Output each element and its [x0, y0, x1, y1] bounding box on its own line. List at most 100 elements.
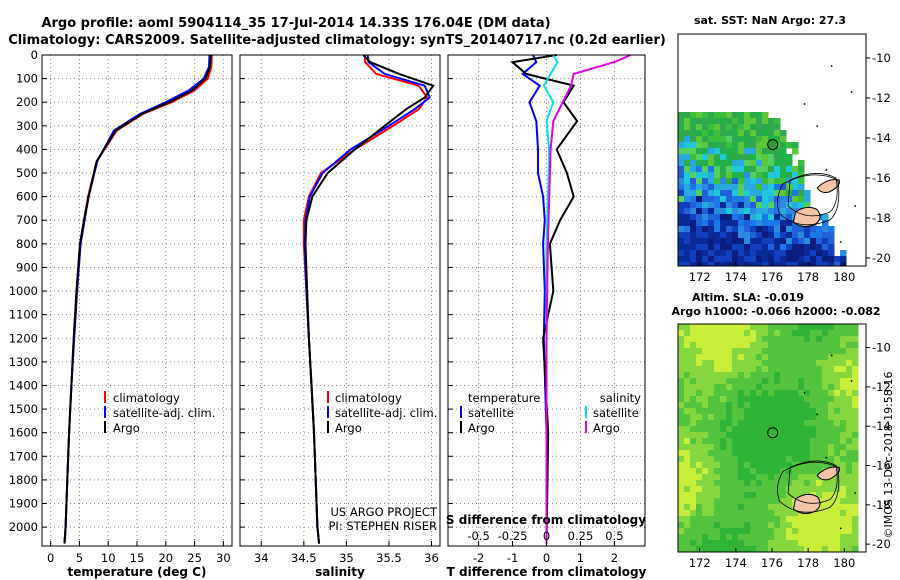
- map-grid-cell: [774, 342, 781, 349]
- map-grid-cell: [792, 166, 799, 173]
- map-grid-cell: [696, 486, 703, 493]
- map-grid-cell: [822, 354, 829, 361]
- title-line-2: Climatology: CARS2009. Satellite-adjuste…: [8, 33, 666, 48]
- map-grid-cell: [774, 462, 781, 469]
- map-grid-cell: [816, 330, 823, 337]
- map-grid-cell: [732, 238, 739, 245]
- map-grid-cell: [684, 330, 691, 337]
- map-grid-cell: [702, 462, 709, 469]
- map-grid-cell: [786, 142, 793, 149]
- map-grid-cell: [798, 384, 805, 391]
- map-grid-cell: [720, 154, 727, 161]
- map-grid-cell: [750, 456, 757, 463]
- map-grid-cell: [768, 498, 775, 505]
- map-grid-cell: [708, 342, 715, 349]
- map-grid-cell: [810, 250, 817, 257]
- map-grid-cell: [768, 238, 775, 245]
- map-grid-cell: [738, 160, 745, 167]
- map-grid-cell: [726, 354, 733, 361]
- map-grid-cell: [696, 184, 703, 191]
- map-grid-cell: [708, 516, 715, 523]
- map-grid-cell: [702, 202, 709, 209]
- map-grid-cell: [852, 432, 859, 439]
- map-grid-cell: [852, 468, 859, 475]
- map-grid-cell: [816, 480, 823, 487]
- map-grid-cell: [702, 372, 709, 379]
- map-grid-cell: [852, 504, 859, 511]
- map-grid-cell: [762, 118, 769, 125]
- map-grid-cell: [822, 372, 829, 379]
- map-grid-cell: [732, 516, 739, 523]
- map-grid-cell: [750, 226, 757, 233]
- map-grid-cell: [696, 130, 703, 137]
- map-grid-cell: [804, 202, 811, 209]
- map-grid-cell: [816, 510, 823, 517]
- map-grid-cell: [750, 522, 757, 529]
- map-grid-cell: [774, 166, 781, 173]
- map-grid-cell: [768, 136, 775, 143]
- legend-s-argo-label: Argo: [593, 421, 620, 435]
- map-grid-cell: [732, 190, 739, 197]
- map-grid-cell: [780, 534, 787, 541]
- map-grid-cell: [684, 528, 691, 535]
- map-grid-cell: [744, 214, 751, 221]
- map-grid-cell: [678, 196, 685, 203]
- map-grid-cell: [696, 160, 703, 167]
- map-grid-cell: [822, 456, 829, 463]
- map-grid-cell: [756, 486, 763, 493]
- map-grid-cell: [792, 372, 799, 379]
- map-grid-cell: [828, 366, 835, 373]
- map-grid-cell: [804, 474, 811, 481]
- map-grid-cell: [720, 402, 727, 409]
- map-grid-cell: [774, 124, 781, 131]
- map-grid-cell: [834, 354, 841, 361]
- map-grid-cell: [750, 420, 757, 427]
- map-grid-cell: [756, 136, 763, 143]
- map-grid-cell: [774, 130, 781, 137]
- map-grid-cell: [750, 498, 757, 505]
- map-grid-cell: [762, 214, 769, 221]
- x-tick-label: 35.5: [376, 551, 402, 565]
- map-grid-cell: [750, 342, 757, 349]
- map-grid-cell: [708, 528, 715, 535]
- map-grid-cell: [678, 336, 685, 343]
- credit-pi: PI: STEPHEN RISER: [329, 519, 438, 533]
- map-grid-cell: [798, 480, 805, 487]
- map-grid-cell: [726, 118, 733, 125]
- map-grid-cell: [738, 384, 745, 391]
- map-grid-cell: [708, 462, 715, 469]
- map-grid-cell: [732, 148, 739, 155]
- map-grid-cell: [696, 378, 703, 385]
- map-grid-cell: [756, 420, 763, 427]
- map-grid-cell: [834, 498, 841, 505]
- map-grid-cell: [708, 336, 715, 343]
- map-grid-cell: [696, 372, 703, 379]
- map-grid-cell: [762, 360, 769, 367]
- map-grid-cell: [690, 154, 697, 161]
- small-island: [830, 354, 833, 357]
- map-grid-cell: [678, 208, 685, 215]
- map-grid-cell: [750, 142, 757, 149]
- map-grid-cell: [804, 522, 811, 529]
- map-grid-cell: [714, 456, 721, 463]
- map-grid-cell: [678, 534, 685, 541]
- map-grid-cell: [780, 474, 787, 481]
- map-grid-cell: [744, 474, 751, 481]
- map-grid-cell: [780, 136, 787, 143]
- map-grid-cell: [690, 172, 697, 179]
- x-tick-label: 36: [424, 551, 439, 565]
- map-grid-cell: [702, 336, 709, 343]
- map-grid-cell: [828, 238, 835, 245]
- map-grid-cell: [840, 528, 847, 535]
- map-grid-cell: [792, 468, 799, 475]
- map-grid-cell: [816, 444, 823, 451]
- map-grid-cell: [774, 408, 781, 415]
- map-grid-cell: [774, 118, 781, 125]
- map-grid-cell: [780, 456, 787, 463]
- map-grid-cell: [696, 124, 703, 131]
- map-grid-cell: [678, 372, 685, 379]
- map-grid-cell: [774, 504, 781, 511]
- map-grid-cell: [852, 366, 859, 373]
- map-grid-cell: [822, 378, 829, 385]
- map-grid-cell: [756, 468, 763, 475]
